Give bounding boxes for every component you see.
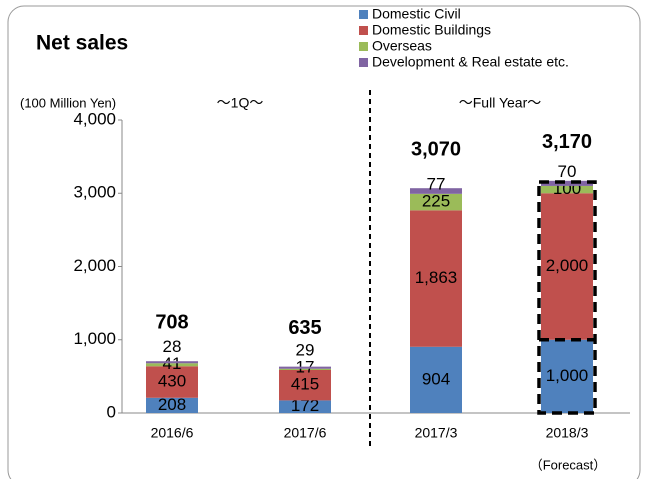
- x-tick-label: 2017/6: [284, 425, 327, 441]
- legend-swatch: [359, 26, 368, 35]
- value-label: 77: [427, 175, 446, 194]
- y-tick-label: 3,000: [73, 183, 116, 202]
- bar-segment: [279, 368, 331, 371]
- bar-segment: [541, 185, 593, 194]
- legend-swatch: [359, 58, 368, 67]
- y-tick-label: 1,000: [73, 329, 116, 348]
- total-label: 3,070: [411, 138, 461, 160]
- y-tick-label: 0: [107, 402, 116, 421]
- value-label: 1,863: [415, 268, 458, 287]
- legend-label: Domestic Civil: [372, 6, 461, 22]
- bar-segment: [410, 210, 462, 347]
- annotation: （Forecast）: [530, 457, 607, 472]
- bar-segment: [279, 366, 331, 369]
- y-tick-label: 4,000: [73, 109, 116, 128]
- total-label: 3,170: [542, 131, 592, 153]
- value-label: 70: [558, 162, 577, 181]
- value-label: 1,000: [546, 366, 589, 385]
- value-label: 208: [158, 395, 186, 414]
- bar-segment: [146, 397, 198, 413]
- y-tick-label: 2,000: [73, 256, 116, 275]
- total-label: 635: [288, 317, 321, 339]
- y-axis-label: (100 Million Yen): [20, 95, 116, 110]
- bar-segment: [279, 370, 331, 401]
- annotation: ～1Q～: [217, 95, 264, 111]
- panel-border: [7, 5, 641, 484]
- bar-segment: [410, 193, 462, 211]
- total-label: 708: [155, 311, 188, 333]
- legend-label: Development & Real estate etc.: [372, 54, 569, 70]
- bar-segment: [146, 366, 198, 398]
- bar-segment: [541, 193, 593, 340]
- value-label: 172: [291, 396, 319, 415]
- annotation: ～Full Year～: [459, 95, 541, 111]
- bar-segment: [410, 188, 462, 194]
- bar-segment: [279, 400, 331, 413]
- x-tick-label: 2016/6: [151, 425, 194, 441]
- value-label: 28: [163, 337, 182, 356]
- bar-segment: [146, 363, 198, 367]
- legend-label: Overseas: [372, 38, 432, 54]
- value-label: 29: [296, 341, 315, 360]
- value-label: 430: [158, 371, 186, 390]
- bar-segment: [410, 346, 462, 413]
- value-label: 2,000: [546, 256, 589, 275]
- bar-segment: [146, 361, 198, 364]
- bar-segment: [541, 339, 593, 413]
- value-label: 904: [422, 369, 450, 388]
- legend-swatch: [359, 42, 368, 51]
- x-tick-label: 2017/3: [415, 425, 458, 441]
- x-tick-label: 2018/3: [546, 425, 589, 441]
- legend-label: Domestic Buildings: [372, 22, 491, 38]
- legend-swatch: [359, 10, 368, 19]
- bar-segment: [541, 180, 593, 186]
- chart-title: Net sales: [36, 32, 128, 55]
- value-label: 41: [163, 354, 182, 373]
- value-label: 415: [291, 375, 319, 394]
- value-label: 225: [422, 192, 450, 211]
